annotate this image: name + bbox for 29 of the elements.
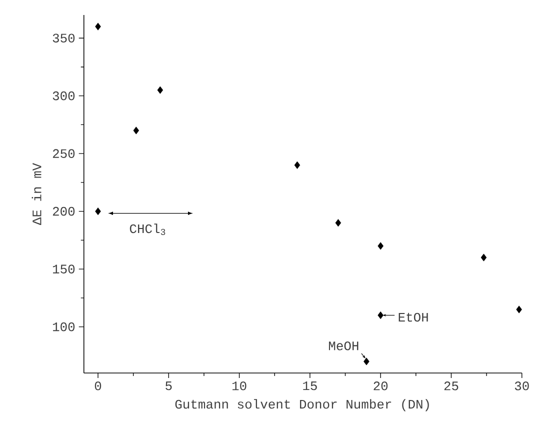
annotation: EtOH <box>398 312 428 322</box>
point <box>364 358 370 366</box>
point <box>95 22 101 30</box>
x-tick-label: 15 <box>303 382 317 390</box>
x-tick-label: 20 <box>374 382 388 390</box>
annotation: CHCl$_{3}$ <box>130 224 166 236</box>
point <box>480 254 487 262</box>
y-tick-label: 300 <box>52 91 75 100</box>
y-tick-label: 250 <box>52 149 75 158</box>
point <box>95 208 101 216</box>
annotation: MeOH <box>328 341 358 350</box>
x-tick-label: 5 <box>166 382 172 390</box>
x-axis-title: Gutmann solvent Donor Number (DN) <box>175 399 429 412</box>
y-tick-label: 200 <box>52 206 75 216</box>
point <box>335 219 342 227</box>
point <box>378 242 384 250</box>
point <box>157 86 164 94</box>
x-tick-label: 25 <box>444 382 458 390</box>
y-tick-label: 100 <box>52 322 75 332</box>
y-axis-title: ΔE in mV <box>32 162 42 226</box>
point <box>294 161 300 169</box>
y-tick-label: 150 <box>52 264 75 274</box>
point <box>133 126 140 134</box>
y-tick-label: 350 <box>52 34 75 42</box>
point <box>378 311 384 320</box>
point <box>516 306 522 314</box>
x-tick-label: 10 <box>232 382 246 390</box>
x-tick-label: 0 <box>94 382 102 390</box>
x-tick-label: 30 <box>514 382 529 390</box>
